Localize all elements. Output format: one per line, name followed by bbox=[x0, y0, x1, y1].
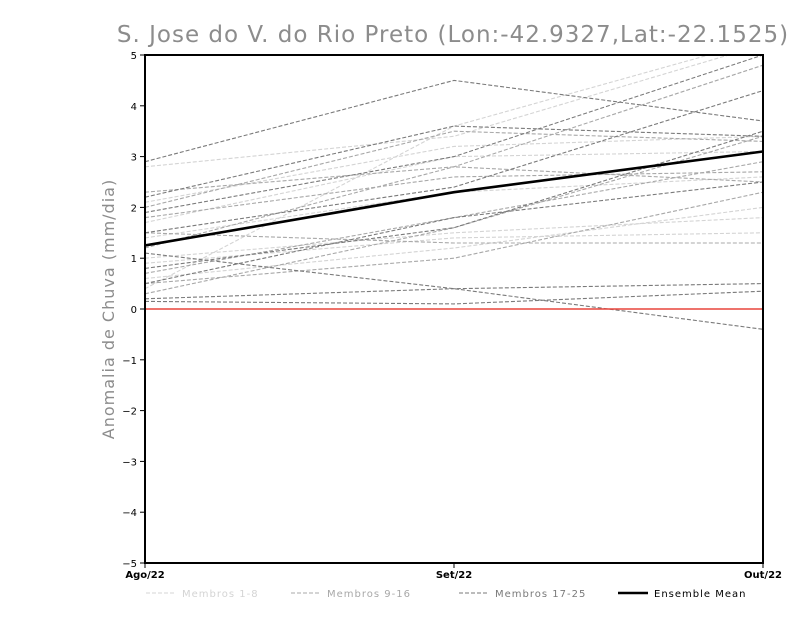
member-line-11 bbox=[145, 64, 763, 249]
member-line-9 bbox=[145, 130, 763, 208]
member-line-25 bbox=[145, 130, 763, 269]
y-axis: −5 −4 −3 −2 −1 0 1 2 3 4 5 bbox=[122, 51, 145, 570]
chart-title: S. Jose do V. do Rio Preto (Lon:-42.9327… bbox=[117, 22, 789, 48]
y-tick-label: 1 bbox=[131, 254, 137, 265]
y-tick-label: −3 bbox=[122, 457, 137, 468]
member-line-22 bbox=[145, 181, 763, 285]
member-line-17 bbox=[145, 79, 763, 163]
y-tick-label: 0 bbox=[131, 305, 137, 316]
legend-label: Membros 17-25 bbox=[495, 589, 586, 600]
member-line-4 bbox=[145, 217, 763, 259]
y-tick-label: 2 bbox=[131, 203, 137, 214]
member-lines bbox=[145, 55, 763, 330]
ensemble-mean-line bbox=[145, 150, 763, 247]
member-line-14 bbox=[145, 166, 763, 193]
legend-label: Membros 9-16 bbox=[327, 589, 411, 600]
member-line-10 bbox=[145, 171, 763, 219]
member-line-21 bbox=[145, 252, 763, 330]
x-tick-label: Set/22 bbox=[436, 570, 472, 581]
y-tick-label: 4 bbox=[131, 102, 137, 113]
member-line-16 bbox=[145, 135, 763, 295]
member-line-15 bbox=[145, 232, 763, 244]
y-tick-label: −5 bbox=[122, 559, 137, 570]
legend-label: Membros 1-8 bbox=[182, 589, 259, 600]
y-tick-label: 3 bbox=[131, 153, 137, 164]
member-line-5 bbox=[145, 206, 763, 280]
y-tick-label: 5 bbox=[131, 51, 137, 62]
y-tick-label: −1 bbox=[122, 356, 137, 367]
member-line-8 bbox=[145, 55, 711, 290]
legend-label: Ensemble Mean bbox=[654, 589, 746, 600]
y-axis-label: Anomalia de Chuva (mm/dia) bbox=[99, 179, 118, 439]
x-tick-label: Out/22 bbox=[744, 570, 782, 581]
x-tick-label: Ago/22 bbox=[125, 570, 164, 581]
member-line-19 bbox=[145, 55, 763, 214]
member-line-23 bbox=[145, 283, 763, 300]
member-line-13 bbox=[145, 191, 763, 285]
x-axis: Ago/22 Set/22 Out/22 bbox=[125, 563, 782, 581]
legend: Membros 1-8 Membros 9-16 Membros 17-25 Ense… bbox=[146, 589, 746, 600]
member-line-1 bbox=[145, 55, 731, 168]
member-line-24 bbox=[145, 290, 763, 305]
y-tick-label: −2 bbox=[122, 407, 137, 418]
member-line-18 bbox=[145, 125, 763, 198]
y-tick-label: −4 bbox=[122, 508, 137, 519]
member-line-20 bbox=[145, 90, 763, 234]
